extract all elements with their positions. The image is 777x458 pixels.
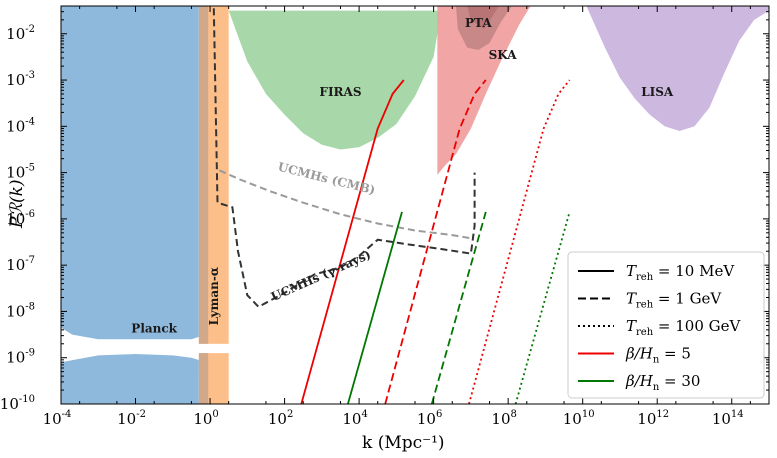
ucmh-curve-gamma-rays [212, 8, 476, 309]
ucmh-cmb-label: UCMHs (CMB) [276, 160, 376, 198]
ucmh-gamma-label: UCMHs (γ-rays) [269, 247, 373, 304]
legend-label-0: Treh = 10 MeV [626, 262, 735, 283]
legend-value: = 1 GeV [653, 290, 722, 308]
region-label-lyman-alpha: Lyman-α [207, 267, 221, 325]
legend-value: = 100 GeV [653, 317, 741, 335]
legend-symbol: β/H [625, 372, 654, 390]
y-tick-label: 10-9 [6, 348, 35, 367]
region-label-pta: PTA [465, 16, 492, 30]
y-tick-exponent: -6 [25, 209, 35, 220]
x-tick-exponent: -4 [62, 409, 72, 420]
y-tick-label: 10-2 [6, 24, 35, 43]
x-tick-label: 102 [268, 409, 293, 428]
x-tick-exponent: 4 [361, 409, 367, 420]
ucmh-curve-cmb [218, 169, 472, 240]
y-tick-label: 10-10 [0, 394, 35, 413]
legend-value: = 30 [659, 372, 700, 390]
y-tick-exponent: -7 [25, 255, 35, 266]
x-tick-label: 106 [417, 409, 442, 428]
legend-symbol: β/H [625, 345, 654, 363]
x-tick-exponent: 12 [656, 409, 669, 420]
x-tick-label: 104 [342, 409, 367, 428]
y-tick-label: 10-8 [6, 301, 35, 320]
x-tick-exponent: 8 [511, 409, 517, 420]
planck-region-upper [61, 6, 199, 340]
y-tick-exponent: -2 [25, 24, 35, 35]
y-tick-exponent: -10 [19, 394, 35, 405]
y-tick-exponent: -5 [25, 163, 35, 174]
x-tick-label: 10-2 [117, 409, 146, 428]
legend-subscript: reh [636, 272, 654, 283]
x-tick-exponent: 2 [287, 409, 293, 420]
planck-lyman-overlap-upper [198, 6, 209, 344]
x-tick-label: 1014 [712, 409, 744, 428]
y-tick-exponent: -9 [25, 348, 35, 359]
y-tick-label: 10-7 [6, 255, 35, 274]
x-tick-label: 1012 [637, 409, 669, 428]
x-tick-exponent: -2 [136, 409, 146, 420]
firas-region [228, 10, 442, 150]
x-axis-title-text: k (Mpc⁻¹) [362, 433, 445, 453]
region-label-lisa: LISA [641, 85, 674, 99]
legend-label-2: Treh = 100 GeV [626, 317, 742, 338]
ska-region [437, 6, 531, 175]
legend-symbol: T [626, 290, 637, 308]
x-tick-exponent: 14 [731, 409, 744, 420]
legend-subscript: n [653, 355, 660, 366]
legend-box [567, 251, 765, 399]
x-axis-title: k (Mpc⁻¹) [362, 433, 445, 453]
x-tick-exponent: 0 [212, 409, 218, 420]
pt-curve-0 [300, 79, 405, 404]
legend-subscript: n [653, 382, 660, 393]
y-tick-exponent: -4 [25, 116, 35, 127]
y-axis-title-text: Pℛ(k) [7, 179, 27, 229]
planck-lyman-overlap-lower [198, 353, 209, 404]
x-tick-label: 10-4 [43, 409, 72, 428]
legend-symbol: T [626, 262, 637, 280]
region-label-firas: FIRAS [319, 85, 361, 99]
legend-label-3: β/Hn = 5 [625, 345, 691, 366]
x-tick-label: 100 [193, 409, 218, 428]
y-tick-exponent: -3 [25, 70, 35, 81]
legend-subscript: reh [636, 327, 654, 338]
pt-curve-5 [514, 211, 571, 404]
region-label-ska: SKA [489, 48, 518, 62]
pt-curve-2 [384, 79, 487, 404]
legend-label-1: Treh = 1 GeV [626, 290, 722, 311]
legend-label-4: β/Hn = 30 [625, 372, 700, 393]
pt-curve-3 [430, 211, 487, 404]
y-tick-label: 10-3 [6, 70, 35, 89]
x-tick-exponent: 6 [436, 409, 442, 420]
x-tick-exponent: 10 [582, 409, 595, 420]
lisa-region [586, 6, 769, 131]
pt-curve-4 [468, 79, 571, 404]
planck-region-lower [61, 354, 199, 404]
y-tick-exponent: -8 [25, 301, 35, 312]
legend-symbol: T [626, 317, 637, 335]
y-tick-label: 10-4 [6, 116, 35, 135]
x-tick-label: 108 [491, 409, 516, 428]
legend-value: = 5 [659, 345, 691, 363]
legend-value: = 10 MeV [653, 262, 735, 280]
y-axis-title: Pℛ(k) [7, 179, 27, 229]
legend-subscript: reh [636, 300, 654, 311]
x-tick-label: 1010 [563, 409, 595, 428]
pta-core-region [467, 6, 499, 30]
y-tick-label: 10-5 [6, 163, 35, 182]
region-label-planck: Planck [131, 321, 177, 335]
pt-curve-1 [347, 211, 403, 404]
